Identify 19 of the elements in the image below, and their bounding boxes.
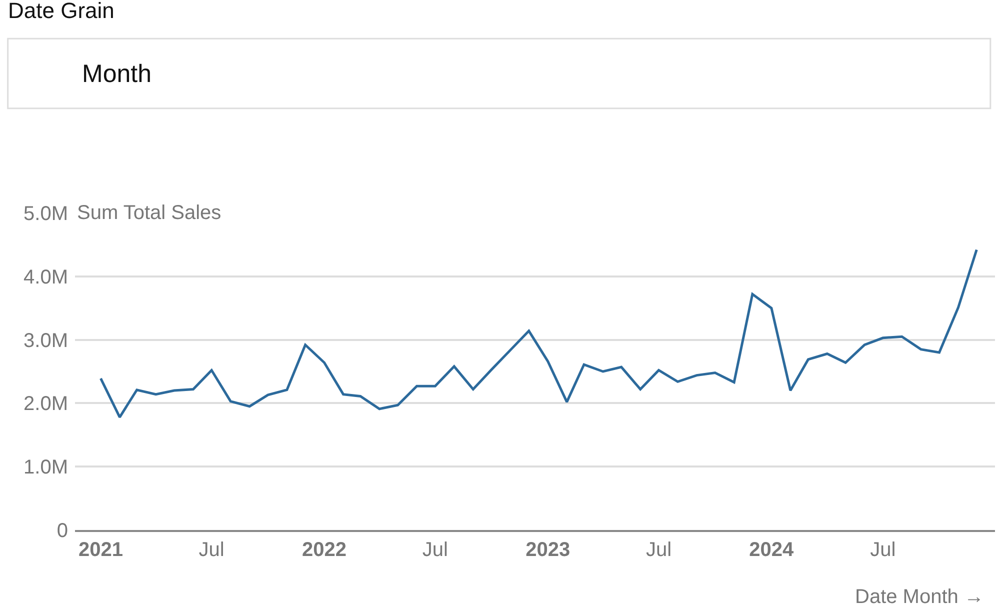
line-series: [99, 248, 978, 418]
x-tick-label: 2021: [78, 538, 123, 561]
y-tick-label: 0: [56, 520, 68, 542]
x-axis-title: Date Month →: [855, 586, 984, 608]
chart-title: Date Grain: [8, 0, 114, 23]
x-tick-label: 2024: [749, 538, 795, 561]
y-tick-label: 1.0M: [24, 456, 68, 479]
x-tick-label: Jul: [198, 538, 224, 561]
y-tick-label: 3.0M: [24, 330, 68, 352]
x-tick-label: 2022: [302, 538, 347, 561]
y-tick-label: 4.0M: [24, 266, 68, 288]
y-tick-label: 5.0M: [24, 203, 68, 225]
y-tick-label: 2.0M: [24, 393, 68, 416]
chart-subtitle: Month: [82, 60, 152, 88]
x-tick-label: Jul: [646, 538, 672, 561]
x-tick-label: 2023: [526, 538, 570, 561]
x-tick-label: Jul: [422, 538, 448, 561]
x-tick-label: Jul: [870, 538, 896, 561]
y-axis-title: Sum Total Sales: [77, 202, 222, 224]
